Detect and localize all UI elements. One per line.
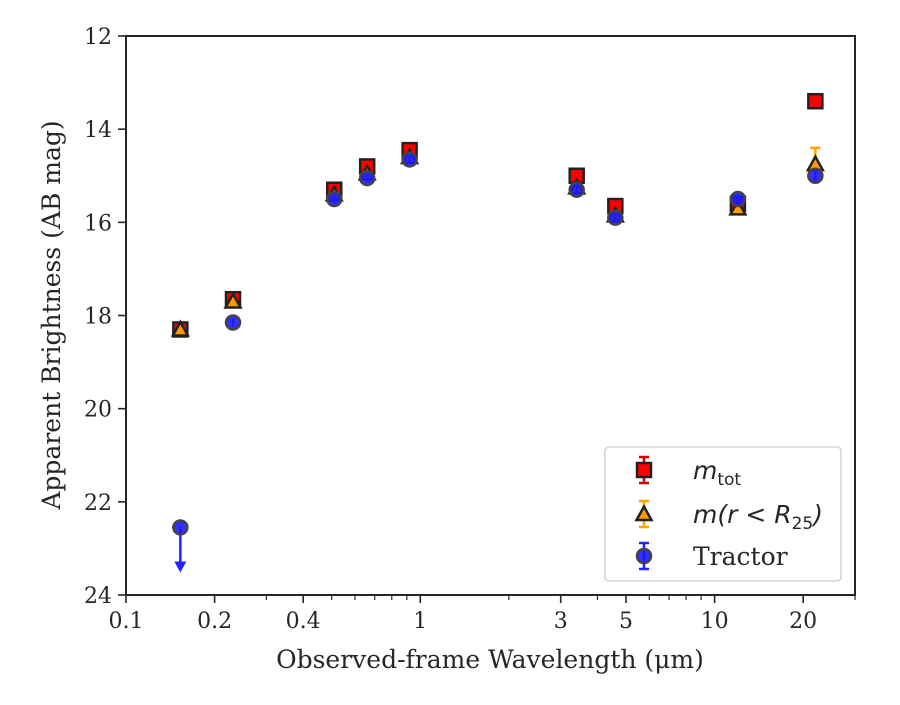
x-tick-label: 3: [554, 609, 568, 634]
legend-label-m-r25: m(r < R25): [693, 500, 823, 534]
tractor-point: [325, 190, 343, 208]
legend: mtot m(r < R25) Tractor: [604, 446, 842, 582]
y-tick-label: 12: [84, 25, 112, 50]
legend-entry-m-tot: mtot: [635, 455, 741, 490]
tractor-point: [172, 519, 189, 536]
tractor-point-arrowhead: [174, 561, 187, 573]
x-tick-label: 10: [701, 609, 729, 634]
data-marks: [170, 92, 825, 573]
legend-label-tractor: Tractor: [693, 542, 788, 571]
y-tick-label: 24: [84, 584, 112, 609]
tractor-point: [358, 169, 376, 187]
legend-entry-tractor: Tractor: [635, 541, 788, 571]
legend-marker-m-r25: [634, 503, 654, 522]
x-tick-label: 0.1: [109, 609, 144, 634]
m-r25-point: [728, 198, 748, 216]
y-tick-label: 20: [84, 398, 112, 423]
y-tick-label: 16: [84, 211, 112, 236]
tractor-point: [607, 209, 624, 226]
tractor-point: [568, 181, 585, 198]
legend-marker-m-tot: [635, 461, 653, 479]
tractor-point: [401, 151, 418, 168]
legend-marker-tractor: [635, 547, 653, 565]
y-axis-label: Apparent Brightness (AB mag): [37, 120, 66, 510]
series-tractor: [172, 151, 824, 573]
y-tick-label: 14: [84, 118, 112, 143]
x-tick-label: 5: [619, 609, 633, 634]
x-tick-label: 0.4: [286, 609, 321, 634]
m-tot-point: [807, 92, 824, 110]
y-tick-label: 22: [84, 491, 112, 516]
m-r25-point: [170, 319, 190, 337]
axis-ticks: 0.1 0.2 0.4 1 3 5 10 20 12 14 16 18 20 22 24: [84, 25, 856, 634]
m-r25-point: [223, 291, 243, 309]
tractor-point: [224, 314, 242, 331]
x-tick-label: 1: [413, 609, 427, 634]
legend-entry-m-r25: m(r < R25): [634, 499, 823, 534]
tractor-point: [807, 167, 824, 184]
x-tick-label: 20: [789, 609, 817, 634]
tractor-point: [729, 190, 747, 208]
legend-box: [604, 446, 842, 582]
y-tick-label: 18: [84, 305, 112, 330]
plot-frame: [125, 35, 856, 596]
legend-label-m-tot: mtot: [693, 456, 741, 490]
x-tick-label: 0.2: [197, 609, 232, 634]
x-axis-label: Observed-frame Wavelength (μm): [276, 645, 704, 674]
